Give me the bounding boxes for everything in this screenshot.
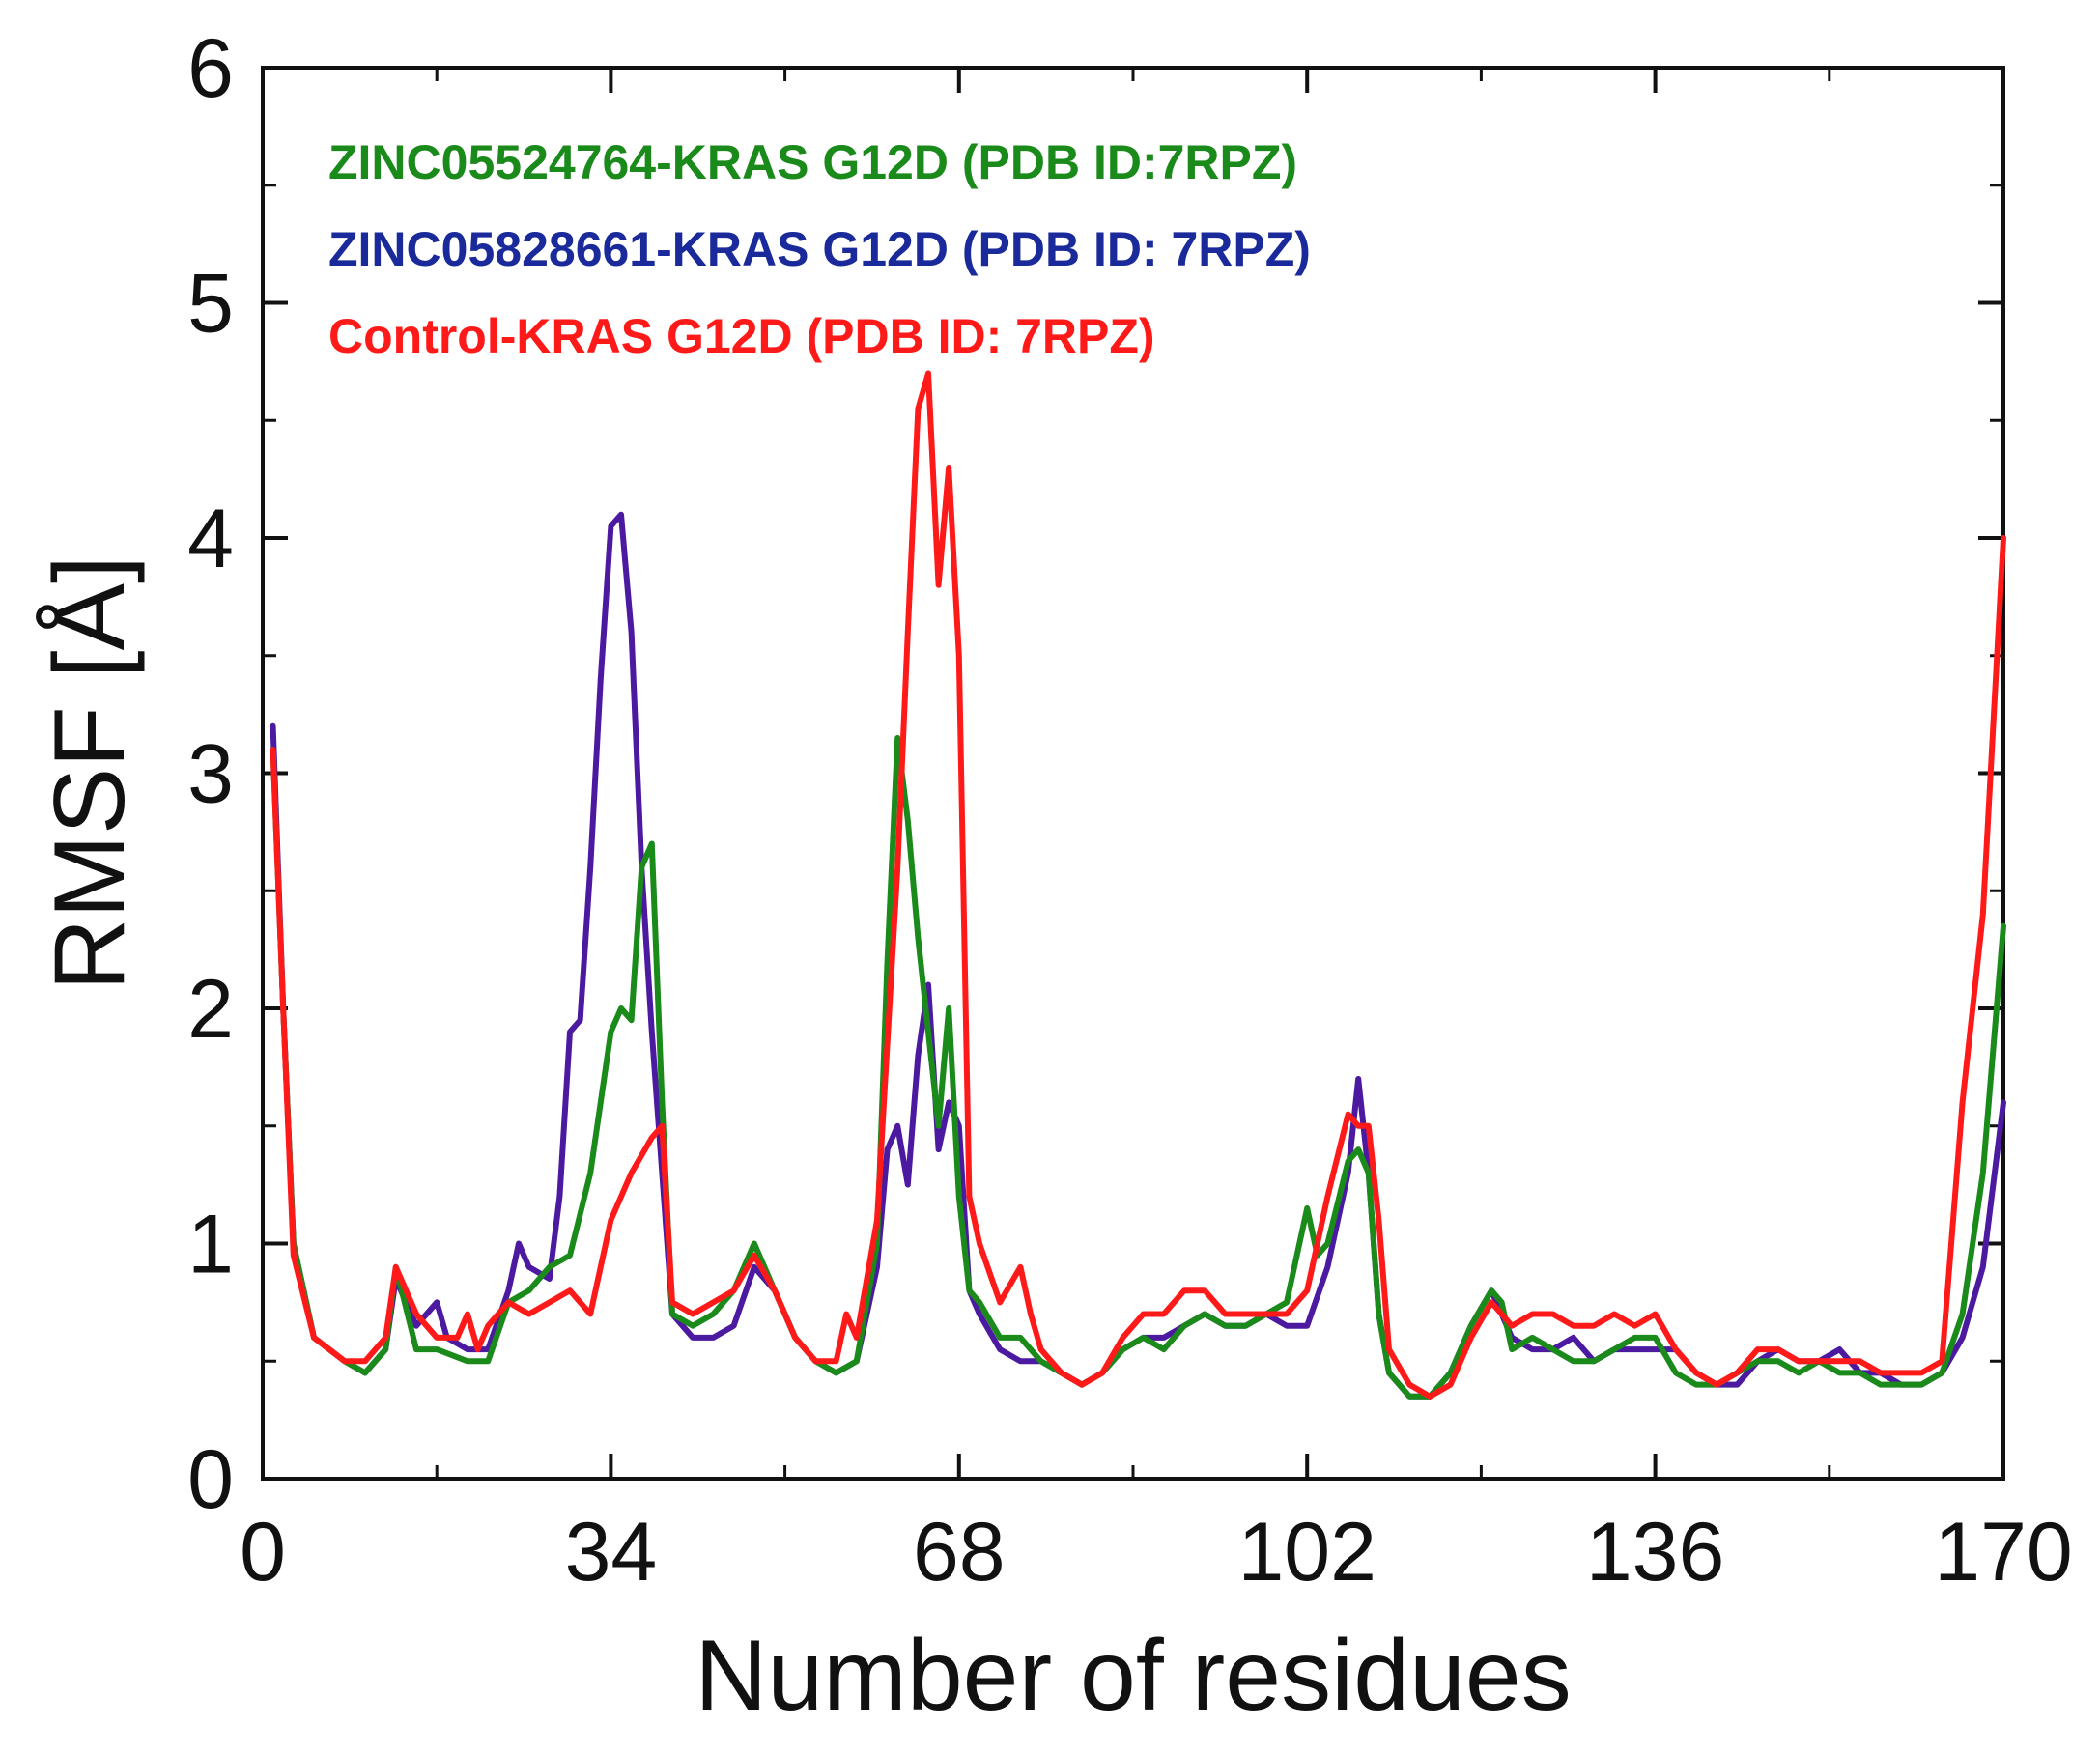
x-tick-label: 68 — [913, 1506, 1006, 1598]
y-tick-label: 5 — [187, 258, 234, 351]
series-layer — [270, 370, 2006, 1400]
series-line-2 — [270, 511, 2006, 1400]
series-line-1 — [270, 735, 2006, 1400]
legend-entry-3: Control-KRAS G12D (PDB ID: 7RPZ) — [328, 309, 1155, 363]
x-tick-label: 0 — [240, 1506, 286, 1598]
y-tick-label: 4 — [187, 493, 234, 585]
x-tick-label: 170 — [1934, 1506, 2073, 1598]
legend-entry-1: ZINC05524764-KRAS G12D (PDB ID:7RPZ) — [328, 135, 1297, 189]
y-tick-label: 1 — [187, 1199, 234, 1291]
plot-frame — [261, 66, 2005, 1481]
y-tick-label: 2 — [187, 963, 234, 1056]
series-line-3 — [270, 370, 2006, 1400]
x-tick-label: 102 — [1237, 1506, 1376, 1598]
legend-entry-2: ZINC05828661-KRAS G12D (PDB ID: 7RPZ) — [328, 222, 1311, 276]
y-tick-label: 3 — [187, 728, 234, 821]
y-axis-title: RMSF [Å] — [34, 555, 146, 991]
legend: ZINC05524764-KRAS G12D (PDB ID:7RPZ) ZINC… — [328, 135, 1311, 363]
x-tick-label: 136 — [1586, 1506, 1725, 1598]
y-tick-label: 6 — [187, 22, 234, 115]
x-axis-title: Number of residues — [695, 1620, 1572, 1732]
x-tick-label: 34 — [565, 1506, 658, 1598]
y-tick-label: 0 — [187, 1433, 234, 1526]
